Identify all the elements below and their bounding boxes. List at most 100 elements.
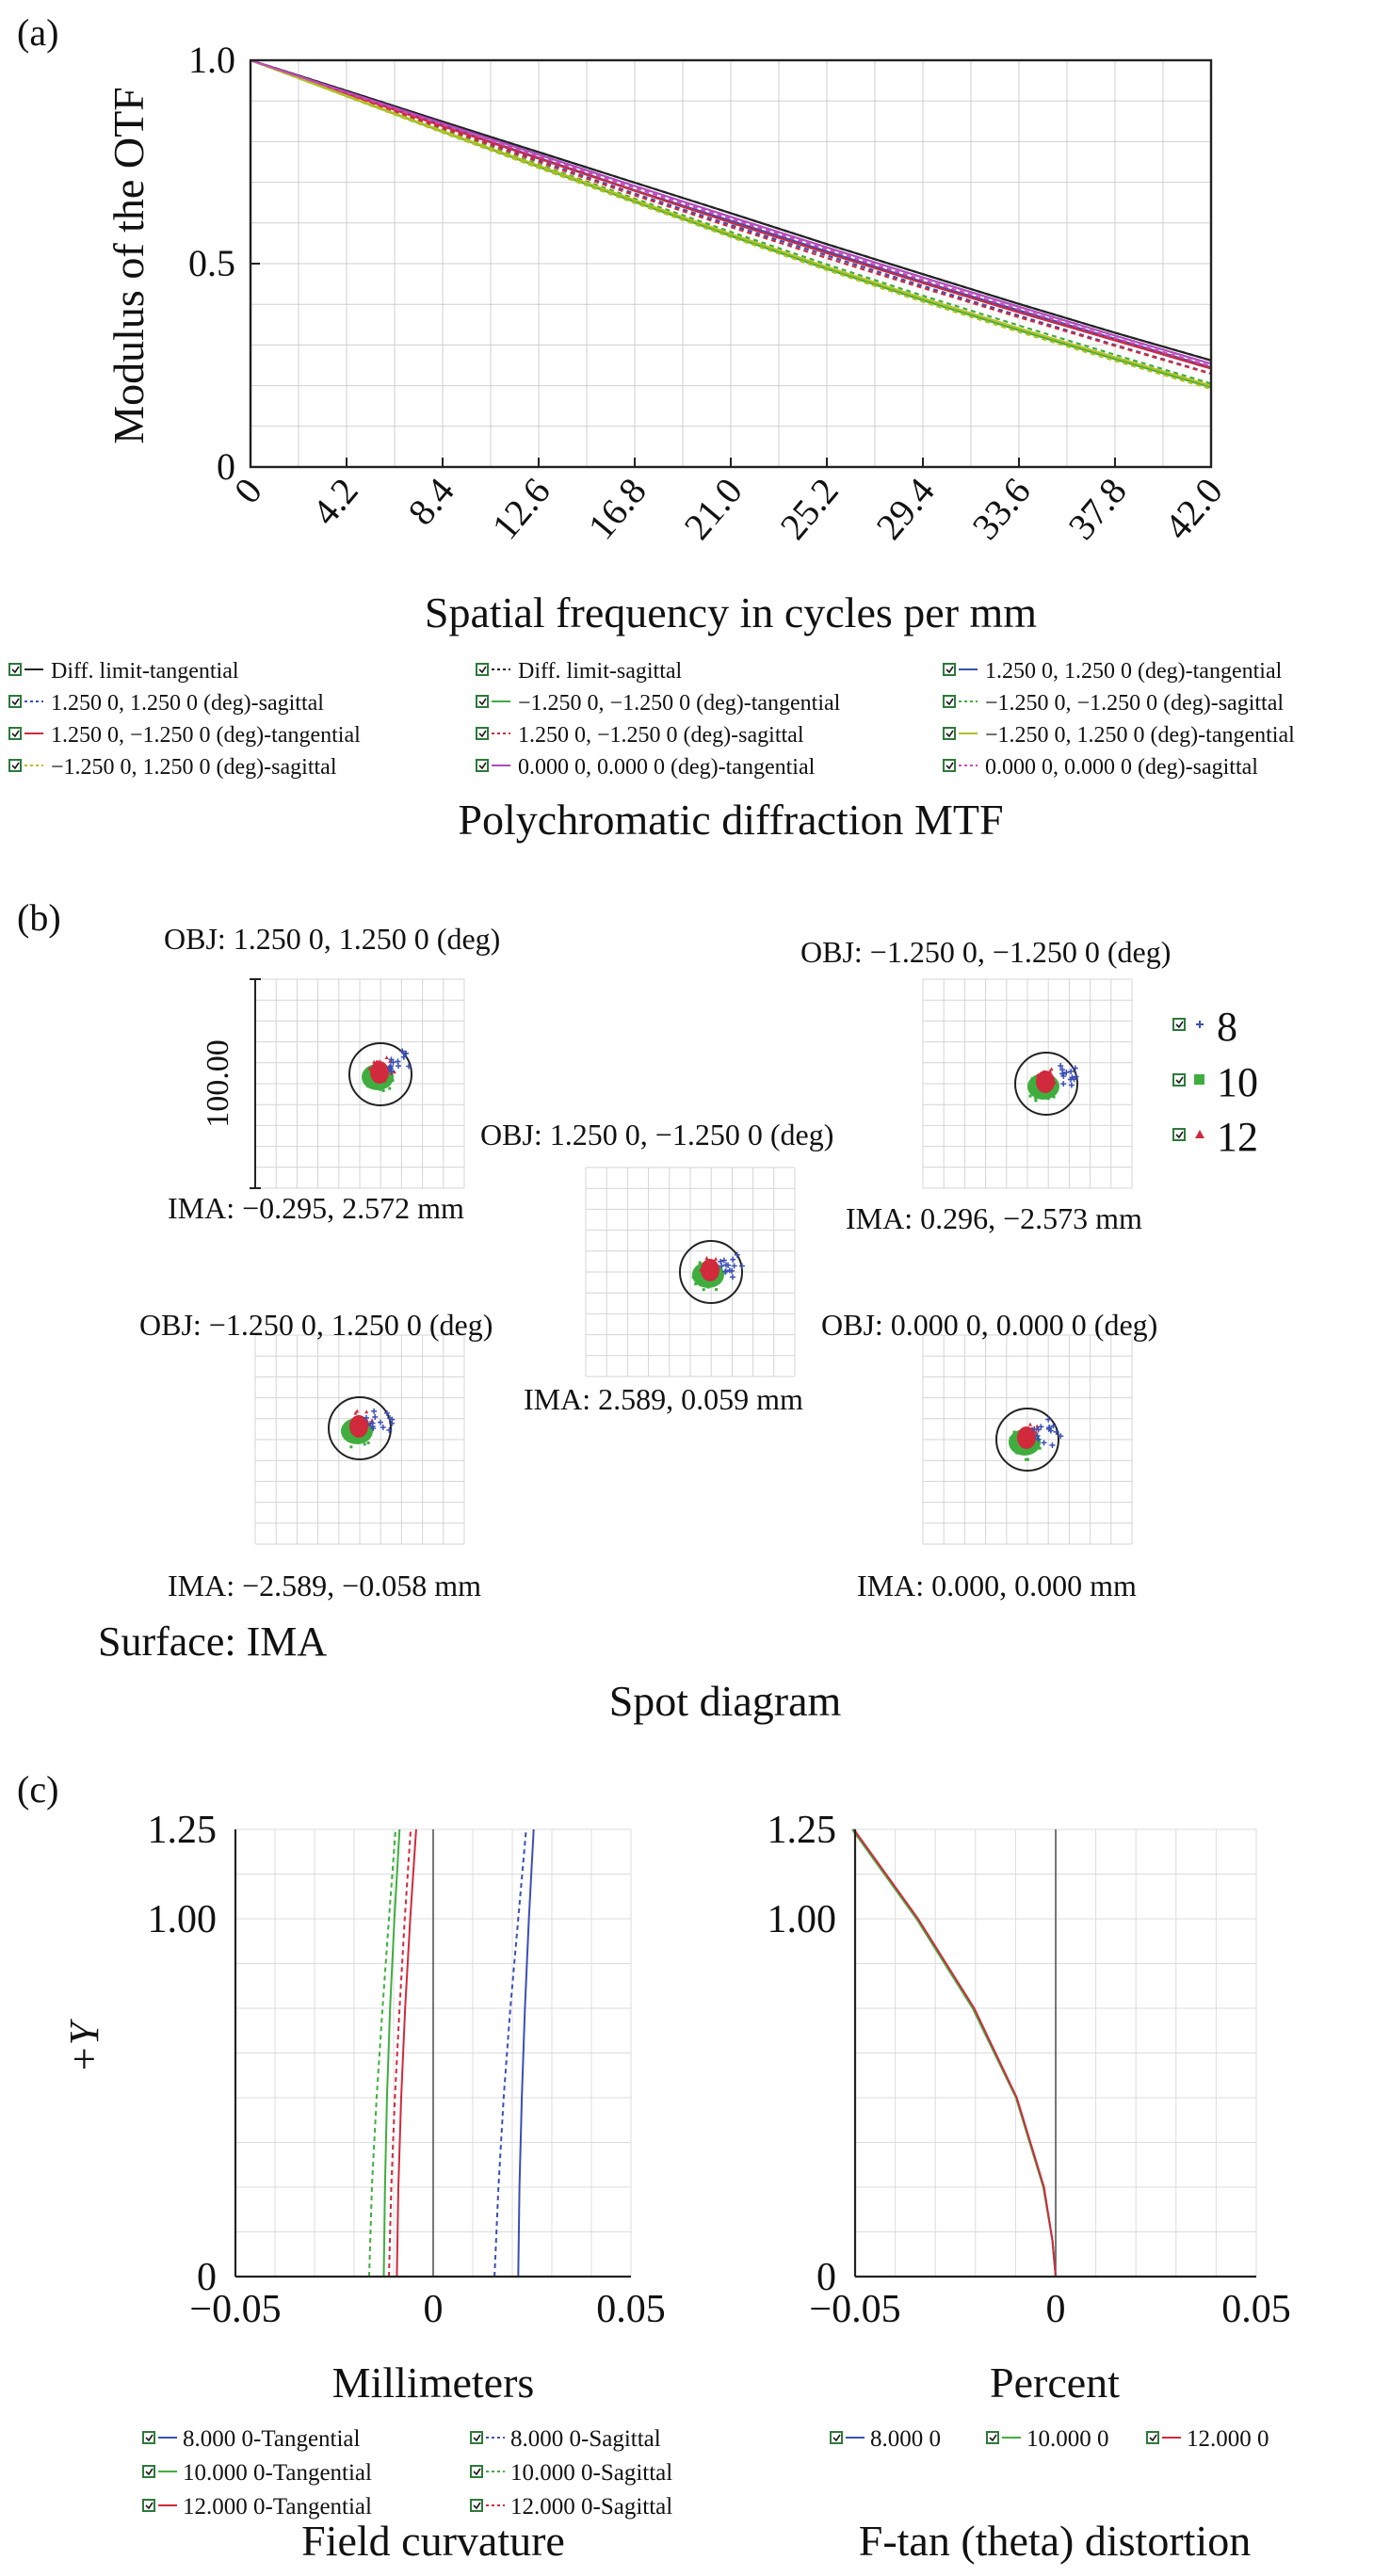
spot-point-8: [1072, 1065, 1078, 1071]
field-curvature-grid: [234, 1828, 632, 2278]
spot-point-12: [1028, 1437, 1033, 1441]
spot-point-10: [708, 1283, 712, 1287]
spot-point-8: [406, 1063, 412, 1070]
spot-point-8: [729, 1274, 735, 1280]
spot-point-10: [386, 1083, 390, 1087]
spot-point-12: [1042, 1070, 1046, 1074]
panel-c-aberrations: (c) −0.05 0 0.05 01.001.25 +Y Millimeters …: [17, 1768, 1291, 2565]
airy-disk-circle: [348, 1042, 412, 1106]
mtf-y-ticks: 0 0.5 1.0: [188, 39, 260, 488]
spot-point-8: [1049, 1441, 1056, 1448]
spot-point-12: [364, 1418, 369, 1423]
mtf-title: Polychromatic diffraction MTF: [458, 796, 1003, 844]
d-y-tick-label: 0: [816, 2256, 836, 2299]
spot-point-10: [706, 1285, 710, 1289]
d-x-tick-label: 0.05: [1221, 2288, 1291, 2331]
spot-point-10: [1046, 1097, 1050, 1101]
mtf-series-line-1: [250, 58, 1212, 362]
spot-legend-icon-2-box: [1172, 1128, 1186, 1141]
mtf-legend-label: 0.000 0, 0.000 0 (deg)-sagittal: [985, 755, 1258, 780]
spot-point-8: [1053, 1428, 1059, 1435]
spot-point-12: [1050, 1074, 1055, 1079]
spot-point-8: [1045, 1416, 1052, 1423]
spot-point-8: [734, 1251, 740, 1258]
spot-point-12: [1029, 1432, 1034, 1437]
spot-obj-label: OBJ: 1.250 0, 1.250 0 (deg): [164, 922, 500, 956]
mtf-x-tick-label: 25.2: [771, 470, 846, 548]
spot-point-12: [1026, 1440, 1031, 1444]
distortion-legend: 8.000 0 10.000 0 12.000 0: [830, 2426, 1269, 2452]
spot-point-10: [346, 1425, 349, 1429]
d-y-tick-label: 1.25: [768, 1809, 837, 1852]
spot-point-10: [366, 1441, 370, 1444]
mtf-legend-icon-6-check: [11, 730, 20, 738]
d-legend-icon-2-box: [1146, 2431, 1159, 2444]
mtf-legend-icon-0-check: [11, 666, 20, 674]
spot-point-10: [717, 1275, 720, 1279]
spot-scale-label: 100.00: [201, 1039, 235, 1128]
spot-point-10: [1050, 1089, 1054, 1093]
spot-point-12: [710, 1260, 715, 1264]
spot-point-12: [372, 1059, 377, 1064]
spot-ima-label: IMA: −0.295, 2.572 mm: [168, 1191, 464, 1225]
mtf-legend-icon-8-box: [943, 727, 956, 740]
d-x-tick-label: 0: [1046, 2288, 1066, 2331]
fc-x-tick-label: 0: [424, 2288, 444, 2331]
spot-point-8: [1041, 1440, 1047, 1446]
mtf-legend-label: 1.250 0, −1.250 0 (deg)-sagittal: [518, 723, 804, 748]
spot-point-10: [366, 1432, 370, 1436]
spot-point-12: [705, 1264, 710, 1268]
spot-point-10: [1009, 1442, 1012, 1446]
spot-legend: 8 10 12: [1172, 1004, 1258, 1160]
spot-box-0: OBJ: 1.250 0, 1.250 0 (deg) IMA: −0.295, …: [164, 922, 500, 1225]
spot-point-12: [704, 1255, 709, 1260]
spot-legend-label: 8: [1217, 1004, 1237, 1050]
spot-legend-icon-1-check: [1175, 1076, 1184, 1085]
fc-legend-label: 8.000 0-Tangential: [183, 2426, 361, 2452]
spot-point-12: [705, 1275, 710, 1280]
spot-cluster-12: [370, 1061, 389, 1084]
spot-ima-label: IMA: 2.589, 0.059 mm: [524, 1382, 803, 1416]
spot-point-12: [359, 1422, 364, 1426]
spot-point-8: [1058, 1063, 1064, 1070]
spot-ima-label: IMA: 0.000, 0.000 mm: [857, 1569, 1137, 1602]
mtf-x-ticks: 0 4.2 8.4 12.6 16.8 21.0 25.2 29.4 33.6 37.8 42.0: [226, 458, 1231, 547]
spot-point-12: [362, 1420, 366, 1425]
mtf-x-axis-label: Spatial frequency in cycles per mm: [425, 588, 1037, 636]
mtf-legend-label: −1.250 0, −1.250 0 (deg)-tangential: [518, 691, 841, 716]
spot-point-8: [389, 1416, 396, 1423]
spot-point-10: [1043, 1092, 1047, 1096]
spot-point-12: [382, 1078, 387, 1083]
distortion-title: F-tan (theta) distortion: [859, 2517, 1251, 2565]
mtf-legend-icon-2-box: [943, 663, 956, 676]
mtf-legend-icon-1-box: [476, 663, 489, 676]
spot-cluster-12: [349, 1415, 368, 1438]
fc-series-line-5: [388, 1828, 412, 2278]
spot-point-10: [1017, 1445, 1021, 1449]
spot-surface-label: Surface: IMA: [98, 1618, 327, 1665]
spot-point-10: [353, 1436, 357, 1440]
spot-point-12: [392, 1070, 396, 1074]
spot-point-12: [714, 1256, 719, 1261]
spot-legend-icon-0-box: [1172, 1018, 1186, 1031]
spot-point-12: [353, 1410, 358, 1415]
distortion-y-ticks: 0 1.00 1.25: [768, 1809, 837, 2299]
spot-point-12: [1033, 1429, 1038, 1434]
panel-b-spot-diagram: (b) OBJ: 1.250 0, 1.250 0 (deg) IMA: −0.2…: [17, 896, 1258, 1725]
spot-point-10: [346, 1436, 349, 1440]
fc-y-tick-label: 1.00: [148, 1898, 218, 1941]
spot-point-8: [380, 1425, 386, 1431]
mtf-legend-label: Diff. limit-tangential: [51, 659, 239, 684]
spot-point-10: [1035, 1085, 1039, 1088]
spot-box-4: OBJ: 0.000 0, 0.000 0 (deg) IMA: 0.000, 0…: [821, 1308, 1157, 1602]
mtf-legend-icon-3-check: [11, 698, 20, 706]
spot-box-3: OBJ: −1.250 0, 1.250 0 (deg) IMA: −2.589,…: [139, 1308, 493, 1602]
mtf-legend-label: −1.250 0, 1.250 0 (deg)-tangential: [985, 723, 1295, 748]
spot-point-8: [383, 1409, 390, 1416]
spot-point-12: [1023, 1442, 1027, 1447]
spot-point-8: [387, 1063, 394, 1070]
spot-point-10: [694, 1266, 698, 1270]
spot-title: Spot diagram: [609, 1677, 842, 1725]
spot-point-8: [720, 1257, 727, 1264]
spot-point-10: [697, 1281, 701, 1285]
